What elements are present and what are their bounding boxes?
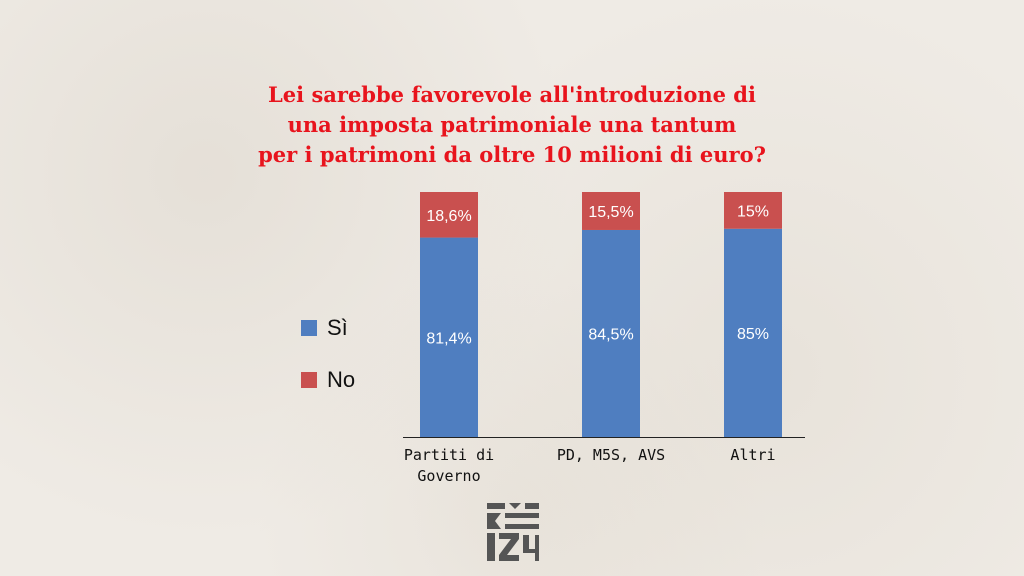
chart-title-line-3: per i patrimoni da oltre 10 milioni di e… <box>258 142 766 167</box>
x-tick-label-2-0: Altri <box>730 446 775 464</box>
data-label-no-0: 18,6% <box>426 208 471 225</box>
bar-no-1 <box>582 192 640 230</box>
bar-no-0 <box>420 192 478 238</box>
logo-icon <box>487 503 539 561</box>
data-label-si-0: 81,4% <box>426 330 471 347</box>
legend-swatch-si <box>301 320 317 336</box>
data-label-no-1: 15,5% <box>588 204 633 221</box>
chart-title-line-2: una imposta patrimoniale una tantum <box>287 112 737 137</box>
bar-si-2 <box>724 228 782 437</box>
bar-no-2 <box>724 192 782 229</box>
x-tick-label-0-1: Governo <box>417 467 480 485</box>
legend-item-si: Sì <box>301 315 348 341</box>
bar-si-1 <box>582 229 640 437</box>
legend-swatch-no <box>301 372 317 388</box>
data-label-si-2: 85% <box>737 326 769 343</box>
legend-label-no: No <box>327 367 356 392</box>
data-label-si-1: 84,5% <box>588 326 633 343</box>
x-tick-label-1-0: PD, M5S, AVS <box>557 446 665 464</box>
legend-item-no: No <box>301 367 355 393</box>
x-tick-label-0-0: Partiti di <box>404 446 494 464</box>
data-label-no-2: 15% <box>737 203 769 220</box>
bar-si-0 <box>420 237 478 437</box>
legend-label-si: Sì <box>327 315 348 340</box>
chart-title-line-1: Lei sarebbe favorevole all'introduzione … <box>268 82 756 107</box>
chart-title: Lei sarebbe favorevole all'introduzione … <box>0 80 1024 170</box>
